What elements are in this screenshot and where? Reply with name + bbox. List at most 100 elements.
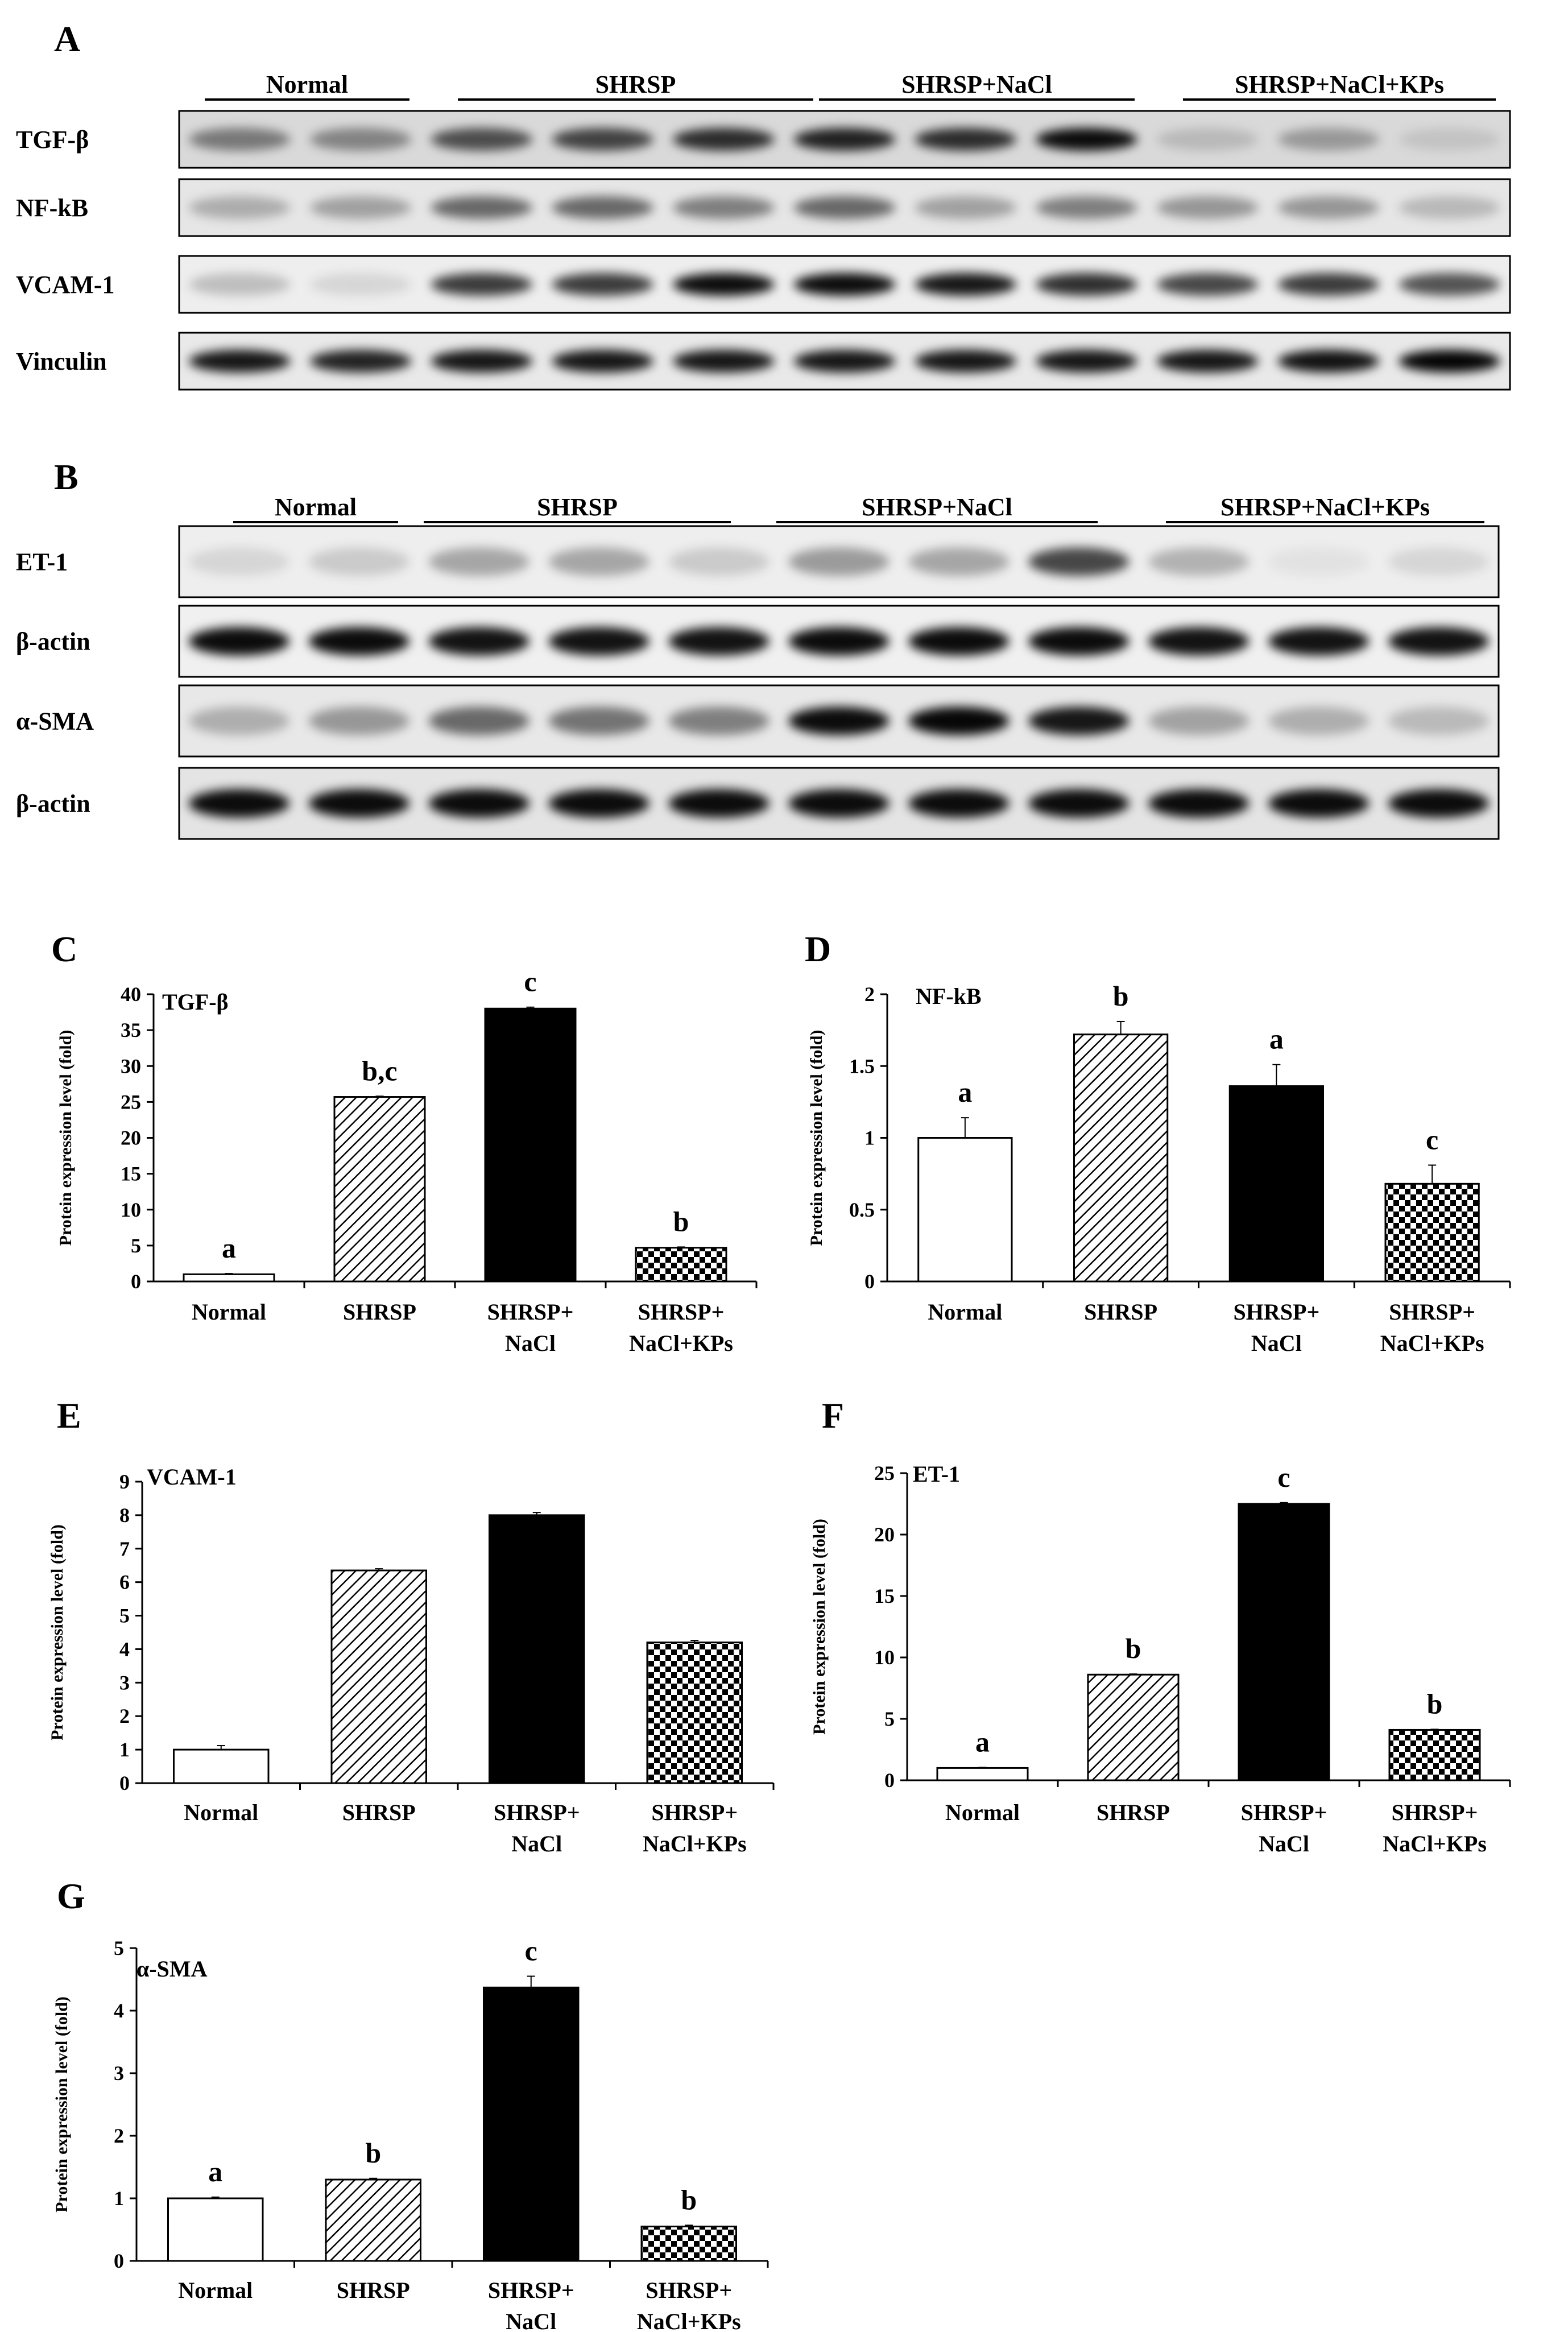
y-axis-label: Protein expression level (fold)	[810, 1519, 829, 1735]
panel-a-band	[189, 128, 291, 151]
y-axis-label: Protein expression level (fold)	[48, 1524, 67, 1740]
significance-label: a	[208, 2156, 222, 2188]
panel-a-group-label: SHRSP+NaCl+KPs	[1235, 71, 1444, 98]
panel-b-band	[188, 789, 290, 818]
category-label: SHRSP+ NaCl	[1234, 1299, 1320, 1356]
significance-label: a	[975, 1726, 990, 1758]
bar	[183, 1273, 275, 1283]
y-tick-label: 1	[864, 1127, 875, 1150]
panel-b-group-label: SHRSP+NaCl+KPs	[1221, 493, 1430, 521]
y-tick-label: 20	[121, 1127, 141, 1150]
panel-a-band	[431, 273, 533, 296]
y-tick-label: 0	[864, 1270, 875, 1293]
panel-a-blot-label: NF-kB	[16, 194, 88, 222]
y-tick-label: 2	[119, 1705, 130, 1727]
panel-a-band	[189, 273, 291, 296]
category-label: SHRSP+ NaCl+KPs	[629, 1299, 733, 1356]
panel-b-blot-label: β-actin	[16, 790, 90, 818]
panel-a-band	[793, 273, 896, 296]
category-label: SHRSP+ NaCl	[487, 1299, 574, 1356]
chart-F: F ET-1 Protein expression level (fold) 0 5 10…	[810, 1395, 1511, 1856]
panel-b-blot-label: ET-1	[16, 548, 68, 576]
panel-a-band	[552, 128, 653, 151]
bar-charts: C TGF-β Protein expression level (fold) 0 5 1…	[48, 929, 1511, 2332]
panel-a-band	[189, 350, 291, 373]
significance-label: b	[1113, 980, 1129, 1012]
y-tick-label: 3	[114, 2062, 124, 2085]
panel-a-band	[793, 128, 896, 151]
y-tick-label: 25	[121, 1090, 141, 1113]
panel-a-band	[793, 196, 896, 219]
category-label: SHRSP	[343, 1299, 416, 1325]
y-tick-label: 4	[119, 1638, 130, 1660]
panel-a-band	[309, 350, 412, 373]
panel-a-band	[431, 350, 533, 373]
significance-label: a	[958, 1076, 972, 1108]
panel-b-band	[1148, 547, 1250, 576]
panel-a-letter: A	[54, 19, 80, 59]
y-tick-label: 35	[121, 1019, 141, 1041]
panel-b-band	[1388, 789, 1490, 818]
y-tick-label: 1.5	[849, 1055, 875, 1077]
chart-title: ET-1	[913, 1461, 960, 1487]
category-label: Normal	[178, 2277, 253, 2303]
panel-b-band	[668, 706, 769, 735]
panel-a-group-label: SHRSP	[595, 71, 676, 98]
category-label: SHRSP+ NaCl	[488, 2277, 574, 2332]
y-tick-label: 9	[119, 1470, 130, 1493]
panel-b-band	[428, 627, 529, 656]
y-tick-label: 10	[121, 1198, 141, 1221]
panel-a-band	[1156, 273, 1259, 296]
y-tick-label: 6	[119, 1571, 130, 1594]
panel-a-band	[431, 196, 533, 219]
panel-a-band	[793, 350, 896, 373]
panel-b-band	[1388, 627, 1490, 656]
panel-b-band	[1388, 706, 1490, 735]
bar	[1087, 1673, 1180, 1781]
panel-a-band	[672, 273, 775, 296]
panel-b-letter: B	[54, 457, 78, 497]
y-tick-label: 25	[874, 1462, 895, 1485]
panel-b-group-label: SHRSP+NaCl	[862, 493, 1012, 521]
panel-b-band	[1388, 547, 1490, 576]
panel-b-band	[788, 706, 890, 735]
panel-b-band	[788, 789, 890, 818]
panel-b-blot-label: α-SMA	[16, 708, 94, 735]
category-label: SHRSP	[1084, 1299, 1157, 1325]
significance-label: b	[365, 2137, 381, 2169]
y-axis-label: Protein expression level (fold)	[52, 1996, 71, 2213]
y-tick-label: 8	[119, 1504, 130, 1527]
panel-b-band	[1268, 706, 1370, 735]
chart-panel-letter: D	[805, 929, 831, 969]
panel-a-band	[552, 196, 653, 219]
panel-b-band	[908, 789, 1010, 818]
panel-b-group-label: SHRSP	[537, 493, 618, 521]
y-tick-label: 15	[121, 1163, 141, 1185]
panel-a-band	[672, 196, 775, 219]
y-tick-label: 3	[119, 1671, 130, 1694]
panel-b-band	[308, 627, 409, 656]
y-tick-label: 5	[884, 1707, 895, 1730]
panel-a-group-label: Normal	[266, 71, 348, 98]
y-axis-label: Protein expression level (fold)	[807, 1030, 826, 1246]
panel-a-band	[309, 273, 412, 296]
y-tick-label: 1	[114, 2187, 124, 2210]
bar	[936, 1767, 1029, 1781]
panel-a-band	[672, 350, 775, 373]
panel-b-band	[308, 706, 409, 735]
significance-label: c	[1277, 1461, 1290, 1493]
significance-label: b,c	[362, 1055, 398, 1086]
panel-a-band	[309, 128, 412, 151]
panel-b-band	[428, 706, 529, 735]
panel-b-band	[1028, 706, 1130, 735]
significance-label: c	[1426, 1123, 1438, 1155]
panel-a-band	[1036, 196, 1137, 219]
panel-b-band	[308, 547, 409, 576]
chart-C: C TGF-β Protein expression level (fold) 0 5 1…	[51, 929, 758, 1356]
category-label: SHRSP+ NaCl+KPs	[1383, 1800, 1487, 1856]
bar	[173, 1748, 270, 1784]
bar	[330, 1569, 427, 1784]
y-tick-label: 2	[864, 983, 875, 1006]
y-tick-label: 7	[119, 1537, 130, 1560]
panel-a-band	[1036, 273, 1137, 296]
